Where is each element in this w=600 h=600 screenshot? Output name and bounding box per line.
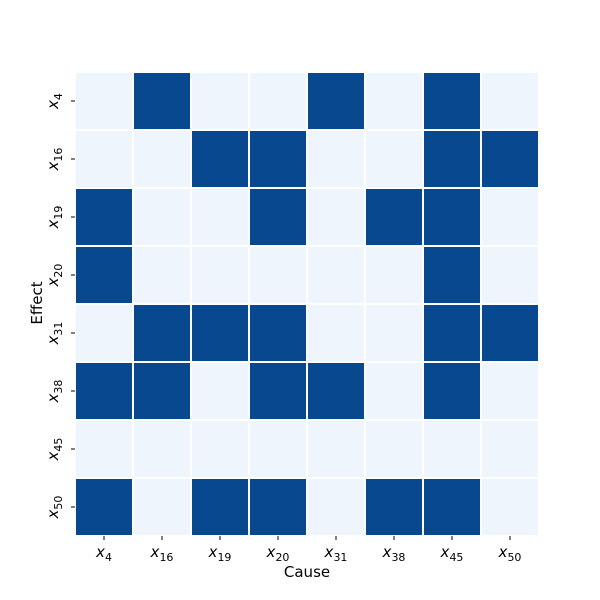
x-tick-label: x20	[266, 543, 290, 564]
heatmap-cell-x_4-x_45	[422, 71, 482, 131]
heatmap-cell-x_45-x_16	[132, 419, 192, 479]
y-axis-label: Effect	[28, 281, 46, 324]
y-tick-label: x4	[44, 93, 65, 110]
heatmap-cell-x_19-x_38	[364, 187, 424, 247]
heatmap-cell-x_16-x_45	[422, 129, 482, 189]
heatmap-cell-x_19-x_16	[132, 187, 192, 247]
heatmap-cell-x_19-x_19	[190, 187, 250, 247]
heatmap-cell-x_4-x_19	[190, 71, 250, 131]
heatmap-cell-x_16-x_20	[248, 129, 308, 189]
x-tick-label: x45	[440, 543, 464, 564]
heatmap-cell-x_31-x_45	[422, 303, 482, 363]
heatmap-cell-x_4-x_20	[248, 71, 308, 131]
heatmap-cell-x_31-x_38	[364, 303, 424, 363]
heatmap-cell-x_20-x_20	[248, 245, 308, 305]
heatmap-cell-x_31-x_16	[132, 303, 192, 363]
heatmap-cell-x_20-x_45	[422, 245, 482, 305]
heatmap-cell-x_50-x_20	[248, 477, 308, 537]
y-tick-label: x16	[44, 148, 65, 172]
heatmap-cell-x_38-x_19	[190, 361, 250, 421]
heatmap-cell-x_38-x_4	[74, 361, 134, 421]
heatmap-cell-x_19-x_31	[306, 187, 366, 247]
heatmap-cell-x_19-x_45	[422, 187, 482, 247]
y-tick-label: x20	[44, 264, 65, 288]
heatmap-cell-x_45-x_4	[74, 419, 134, 479]
heatmap-cell-x_4-x_4	[74, 71, 134, 131]
y-tick-label: x31	[44, 322, 65, 346]
x-tick-label: x50	[498, 543, 522, 564]
y-tick-label: x19	[44, 206, 65, 230]
heatmap-cell-x_50-x_45	[422, 477, 482, 537]
heatmap-cell-x_31-x_31	[306, 303, 366, 363]
heatmap-cell-x_16-x_38	[364, 129, 424, 189]
heatmap-cell-x_31-x_19	[190, 303, 250, 363]
heatmap-cell-x_31-x_4	[74, 303, 134, 363]
x-tick-label: x16	[150, 543, 174, 564]
heatmap-cell-x_19-x_50	[480, 187, 540, 247]
heatmap-cell-x_20-x_19	[190, 245, 250, 305]
heatmap-cell-x_4-x_50	[480, 71, 540, 131]
heatmap-cell-x_50-x_19	[190, 477, 250, 537]
heatmap-cell-x_31-x_50	[480, 303, 540, 363]
heatmap-cells	[74, 71, 540, 537]
heatmap-cell-x_20-x_31	[306, 245, 366, 305]
heatmap-cell-x_4-x_38	[364, 71, 424, 131]
heatmap-cell-x_38-x_45	[422, 361, 482, 421]
heatmap-cell-x_19-x_4	[74, 187, 134, 247]
heatmap-cell-x_45-x_31	[306, 419, 366, 479]
heatmap-cell-x_38-x_50	[480, 361, 540, 421]
heatmap-cell-x_50-x_38	[364, 477, 424, 537]
heatmap-cell-x_38-x_20	[248, 361, 308, 421]
heatmap-cell-x_16-x_31	[306, 129, 366, 189]
heatmap-cell-x_38-x_16	[132, 361, 192, 421]
x-tick-label: x38	[382, 543, 406, 564]
x-tick-label: x19	[208, 543, 232, 564]
heatmap-cell-x_50-x_31	[306, 477, 366, 537]
heatmap-cell-x_16-x_50	[480, 129, 540, 189]
heatmap-cell-x_45-x_45	[422, 419, 482, 479]
y-tick-label: x45	[44, 438, 65, 462]
heatmap-cell-x_38-x_31	[306, 361, 366, 421]
heatmap-cell-x_50-x_4	[74, 477, 134, 537]
heatmap-cell-x_4-x_31	[306, 71, 366, 131]
heatmap-cell-x_50-x_50	[480, 477, 540, 537]
heatmap-cell-x_38-x_38	[364, 361, 424, 421]
x-tick-labels: x4 x16 x19 x20 x31 x38 x45 x50	[95, 536, 521, 564]
heatmap-cell-x_45-x_19	[190, 419, 250, 479]
heatmap-cell-x_20-x_4	[74, 245, 134, 305]
heatmap-cell-x_20-x_50	[480, 245, 540, 305]
heatmap-cell-x_16-x_16	[132, 129, 192, 189]
y-tick-labels: x4 x16 x19 x20 x31 x38 x45 x50	[44, 93, 75, 519]
heatmap-cell-x_20-x_16	[132, 245, 192, 305]
heatmap-cell-x_50-x_16	[132, 477, 192, 537]
heatmap-cell-x_19-x_20	[248, 187, 308, 247]
x-tick-label: x31	[324, 543, 348, 564]
heatmap-cell-x_45-x_20	[248, 419, 308, 479]
y-tick-label: x50	[44, 496, 65, 520]
heatmap-cell-x_31-x_20	[248, 303, 308, 363]
x-tick-label: x4	[95, 543, 112, 564]
heatmap-cell-x_16-x_19	[190, 129, 250, 189]
y-tick-label: x38	[44, 380, 65, 404]
heatmap-cell-x_20-x_38	[364, 245, 424, 305]
x-axis-label: Cause	[284, 563, 330, 581]
heatmap-cell-x_16-x_4	[74, 129, 134, 189]
heatmap-cell-x_45-x_50	[480, 419, 540, 479]
heatmap-cell-x_45-x_38	[364, 419, 424, 479]
heatmap-cell-x_4-x_16	[132, 71, 192, 131]
